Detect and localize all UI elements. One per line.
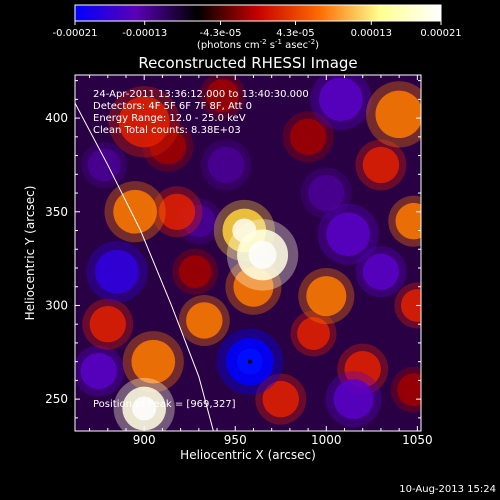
intensity-blob (118, 96, 170, 148)
info-line: 24-Apr-2011 13:36:12.000 to 13:40:30.000 (93, 89, 309, 100)
plot-frame (74, 74, 422, 432)
intensity-blob (306, 276, 347, 317)
colorbar-tick-label: 0.00013 (351, 28, 392, 39)
intensity-blob (262, 380, 299, 418)
x-tick-label: 1000 (311, 433, 342, 447)
x-tick-label: 900 (133, 433, 156, 447)
intensity-blob (395, 202, 421, 240)
intensity-blob (344, 350, 381, 388)
y-tick-label: 250 (45, 392, 68, 406)
colorbar-units: (photons cm-2 s-1 asec-2) (197, 38, 319, 51)
peak-marker (247, 359, 252, 364)
intensity-blob (297, 317, 330, 350)
intensity-blob (333, 379, 374, 420)
intensity-blob (362, 253, 400, 290)
colorbar-tick-label: 4.3e-05 (276, 28, 314, 39)
intensity-blob (89, 305, 126, 343)
intensity-blob (186, 302, 223, 339)
intensity-blob (131, 339, 176, 384)
intensity-blob (80, 352, 117, 390)
intensity-blob (326, 212, 371, 257)
info-line: Energy Range: 12.0 - 25.0 keV (93, 113, 246, 124)
x-axis-label: Heliocentric X (arcsec) (180, 448, 316, 462)
intensity-blob-core (248, 240, 277, 269)
intensity-blob (206, 79, 239, 112)
chart-title: Reconstructed RHESSI Image (138, 54, 357, 72)
intensity-blob (362, 146, 400, 184)
intensity-blob (87, 148, 121, 182)
intensity-blob (400, 289, 421, 322)
intensity-blob (289, 118, 327, 156)
observation-info: 24-Apr-2011 13:36:12.000 to 13:40:30.000… (93, 89, 309, 136)
intensity-map (75, 75, 421, 431)
footer-date: 10-Aug-2013 15:24 (399, 484, 496, 495)
intensity-blob (207, 146, 245, 184)
y-axis-ticks: 250 300 350 400 (45, 80, 421, 419)
x-tick-label: 950 (224, 433, 247, 447)
y-tick-label: 350 (45, 205, 68, 219)
x-axis-ticks: 900 950 1000 1050 (89, 75, 433, 447)
colorbar-tick-labels: -0.00021 -0.00013 -4.3e-05 4.3e-05 0.00013 0.… (53, 28, 462, 39)
intensity-blob (397, 373, 421, 407)
intensity-blob (113, 189, 157, 234)
y-tick-label: 300 (45, 298, 68, 312)
colorbar-tick-label: -0.00013 (122, 28, 167, 39)
colorbar (74, 4, 442, 22)
intensity-blob-core (132, 396, 157, 421)
info-line: Clean Total counts: 8.38E+03 (93, 125, 241, 136)
intensity-blob (319, 77, 363, 122)
x-tick-label: 1050 (402, 433, 433, 447)
info-line: Detectors: 4F 5F 6F 7F 8F, Att 0 (93, 101, 252, 112)
y-tick-label: 400 (45, 111, 68, 125)
solar-limb-curve (75, 102, 214, 431)
peak-position-label: Position of Peak = [969,327] (93, 399, 236, 410)
intensity-blob (178, 255, 212, 289)
colorbar-tick-label: 0.00021 (420, 28, 461, 39)
colorbar-tick-label: -0.00021 (53, 28, 98, 39)
intensity-blob (158, 193, 196, 230)
intensity-blob (375, 90, 421, 139)
intensity-blob (95, 249, 139, 294)
colorbar-tick-label: -4.3e-05 (200, 28, 242, 39)
intensity-blob (308, 174, 345, 212)
colorbar-ticks (74, 21, 442, 25)
y-axis-label: Heliocentric Y (arcsec) (23, 186, 37, 321)
